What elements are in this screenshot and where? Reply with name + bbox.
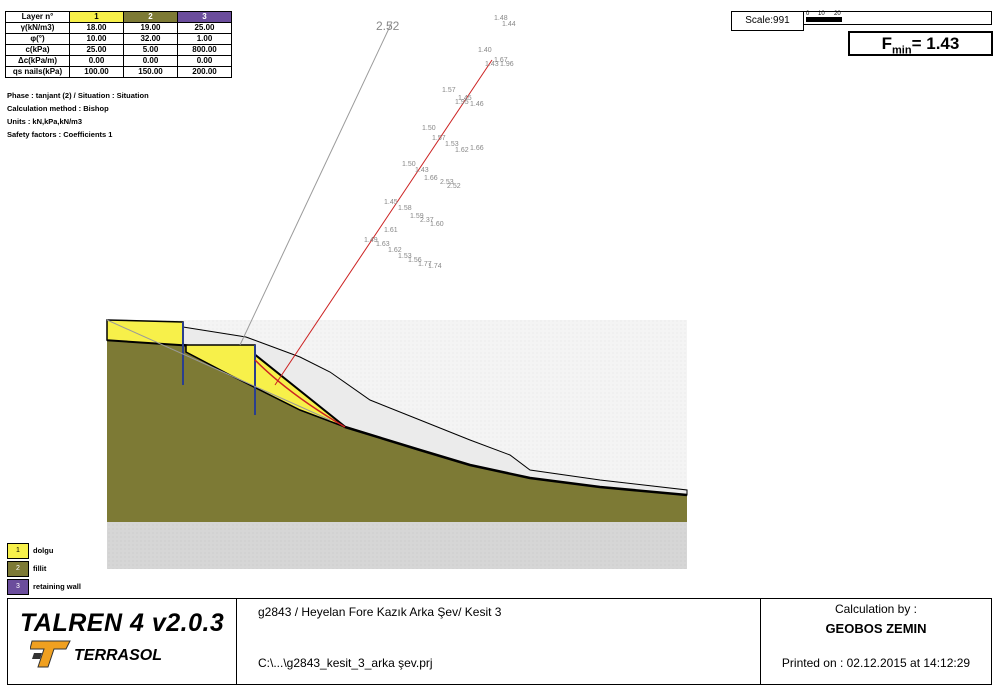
critical-radius-line	[274, 59, 493, 386]
soil-layer-dolgu-upper	[106, 319, 184, 346]
project-title: g2843 / Heyelan Fore Kazık Arka Şev/ Kes…	[258, 605, 502, 619]
fmin-symbol: F	[881, 34, 893, 53]
legend-label-2: fillit	[33, 564, 47, 573]
slip-surface-trace	[106, 319, 331, 421]
fmin-result: Fmin= 1.43	[848, 31, 993, 56]
table-row: φ(°) 10.00 32.00 1.00	[5, 33, 232, 45]
scale-tick: 20	[834, 11, 841, 17]
report-footer: TALREN 4 v2.0.3 TERRASOL g2843 / Heyelan…	[7, 598, 992, 685]
legend-label-1: dolgu	[33, 546, 54, 555]
safety-factor-label: 1.74	[428, 263, 442, 270]
safety-factor-label: 2.52	[376, 19, 400, 33]
safety-factor-label: 1.53	[445, 141, 459, 148]
safety-factor-label: 1.57	[442, 87, 456, 94]
table-row: qs nails(kPa) 100.00 150.00 200.00	[5, 66, 232, 78]
safety-factor-label: 1.67	[494, 57, 508, 64]
safety-factor-label: 1.62	[455, 147, 469, 154]
units-info: Units : kN,kPa,kN/m3	[7, 117, 83, 126]
safety-factor-label: 1.57	[432, 135, 446, 142]
safety-factor-label: 1.95	[455, 99, 469, 106]
safety-info: Safety factors : Coefficients 1	[7, 130, 113, 139]
safety-factor-label: 1.56	[408, 257, 422, 264]
legend-label-3: retaining wall	[33, 582, 81, 591]
printed-date: Printed on : 02.12.2015 at 14:12:29	[781, 656, 971, 670]
safety-factor-label: 2.53	[440, 179, 454, 186]
critical-slip-surface	[254, 359, 346, 428]
calc-by-label: Calculation by :	[834, 602, 918, 616]
project-cell: g2843 / Heyelan Fore Kazık Arka Şev/ Kes…	[236, 599, 761, 684]
fmin-value: = 1.43	[911, 34, 960, 53]
terrasol-logo-icon	[30, 640, 71, 668]
safety-factor-label: 1.45	[458, 95, 472, 102]
safety-factor-label: 1.50	[402, 161, 416, 168]
safety-factor-label: 1.43	[415, 167, 429, 174]
safety-factor-label: 1.53	[398, 253, 412, 260]
safety-factor-label: 2.37	[420, 217, 434, 224]
safety-factor-label: 1.66	[470, 145, 484, 152]
table-row: Δc(kPa/m) 0.00 0.00 0.00	[5, 55, 232, 67]
legend-swatch-2: 2	[7, 561, 29, 577]
table-header-row: Layer n° 1 2 3	[5, 11, 232, 23]
safety-factor-label: 1.60	[430, 221, 444, 228]
safety-factor-label: 1.49	[364, 237, 378, 244]
legend-swatch-1: 1	[7, 543, 29, 559]
bedrock-zone	[107, 522, 687, 569]
safety-factor-label: 1.43	[485, 61, 499, 68]
fmin-subscript: min	[892, 44, 912, 57]
layer-parameters-table: Layer n° 1 2 3 γ(kN/m3) 18.00 19.00 25.0…	[5, 11, 232, 78]
safety-factor-label: 1.77	[418, 261, 432, 268]
safety-factor-label: 1.46	[470, 101, 484, 108]
table-cell: 100.00	[69, 66, 124, 78]
slip-center-line	[239, 21, 393, 346]
method-info: Calculation method : Bishop	[7, 104, 109, 113]
calc-by-value: GEOBOS ZEMIN	[825, 621, 927, 636]
scale-tick: 0	[806, 11, 810, 17]
scale-tick: 10	[818, 11, 825, 17]
safety-factor-label: 1.58	[398, 205, 412, 212]
safety-factor-label: 1.50	[422, 125, 436, 132]
safety-factor-label: 2.52	[447, 183, 461, 190]
safety-factor-label: 1.63	[376, 241, 390, 248]
phase-info: Phase : tanjant (2) / Situation : Situat…	[7, 91, 149, 100]
project-file-path: C:\...\g2843_kesit_3_arka şev.prj	[258, 656, 433, 670]
legend-swatch-3: 3	[7, 579, 29, 595]
safety-factor-label: 1.59	[410, 213, 424, 220]
table-row: c(kPa) 25.00 5.00 800.00	[5, 44, 232, 56]
safety-factor-label: 1.61	[384, 227, 398, 234]
safety-factor-label: 1.48	[494, 15, 508, 22]
software-title: TALREN 4 v2.0.3	[20, 609, 225, 637]
safety-factor-label: 1.66	[424, 175, 438, 182]
safety-factor-label: 1.62	[388, 247, 402, 254]
software-cell: TALREN 4 v2.0.3 TERRASOL	[8, 599, 237, 684]
safety-factor-label: 1.40	[478, 47, 492, 54]
safety-factor-label: 1.96	[500, 61, 514, 68]
company-name: TERRASOL	[74, 647, 162, 664]
safety-factor-label: 1.44	[502, 21, 516, 28]
scale-bar: 0 10 20	[803, 11, 992, 25]
table-cell: 200.00	[177, 66, 232, 78]
safety-factor-label: 1.45	[384, 199, 398, 206]
scale-bar-fill	[806, 17, 842, 22]
calc-cell: Calculation by : GEOBOS ZEMIN Printed on…	[761, 599, 991, 684]
safety-factor-labels: 2.521.481.441.401.431.571.451.461.501.57…	[364, 15, 516, 270]
